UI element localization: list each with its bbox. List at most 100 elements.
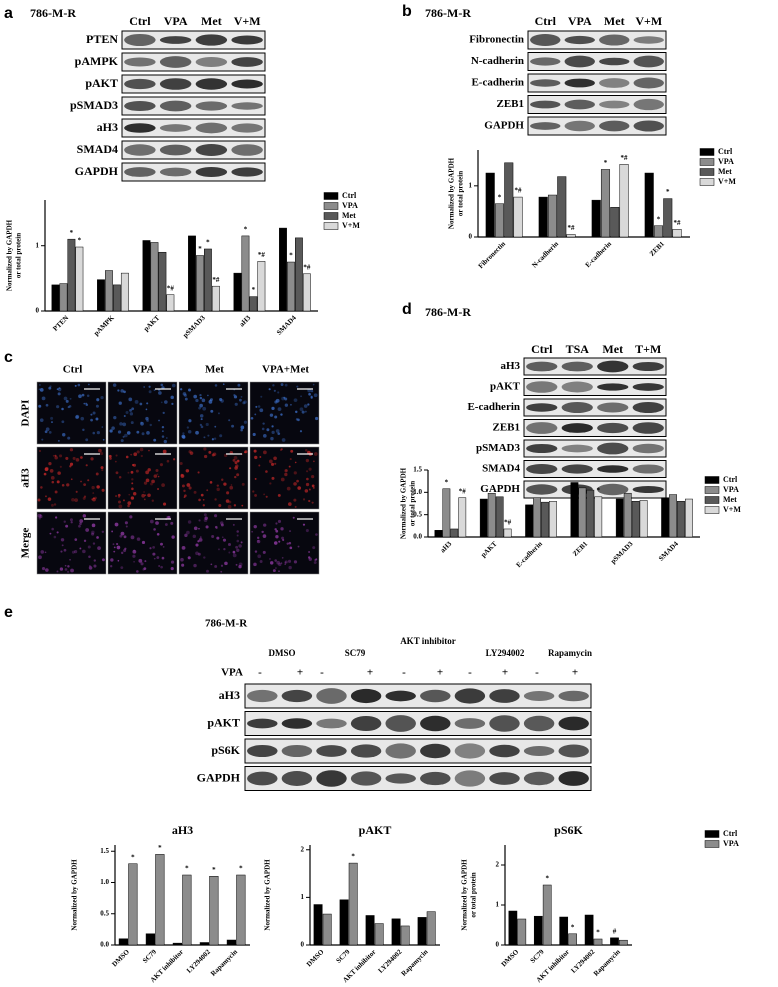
- blot-band: [454, 688, 486, 704]
- legend-label: VPA: [723, 485, 739, 494]
- nucleus: [202, 406, 207, 411]
- significance: *: [78, 237, 82, 245]
- nucleus: [56, 388, 59, 391]
- blot-band: [159, 124, 192, 132]
- nucleus: [54, 490, 58, 494]
- nucleus: [61, 420, 65, 424]
- blot-band: [633, 77, 664, 89]
- blot-band: [632, 443, 664, 454]
- nucleus: [136, 450, 140, 454]
- nucleus: [114, 460, 117, 463]
- nucleus: [315, 416, 319, 421]
- blot-band: [632, 361, 664, 372]
- nucleus: [257, 405, 261, 408]
- nucleus: [69, 558, 71, 561]
- x-tick-label: SMAD4: [657, 540, 680, 563]
- nucleus: [45, 568, 49, 572]
- nucleus: [186, 483, 191, 487]
- significance: *#: [303, 263, 311, 271]
- nucleus: [101, 488, 105, 492]
- nucleus: [252, 490, 255, 493]
- nucleus: [116, 542, 119, 546]
- label: DMSO: [269, 648, 296, 658]
- nucleus: [127, 504, 130, 508]
- blot-band: [633, 36, 664, 44]
- nucleus: [272, 384, 275, 387]
- label: 786-M-R: [205, 618, 248, 630]
- nucleus: [131, 463, 135, 467]
- nucleus: [88, 555, 91, 558]
- bar: [51, 284, 60, 312]
- nucleus: [118, 401, 122, 405]
- label: c: [4, 349, 13, 366]
- bar: [67, 238, 76, 312]
- nucleus: [274, 415, 278, 419]
- nucleus: [112, 383, 117, 387]
- nucleus: [282, 538, 285, 542]
- nucleus: [156, 532, 160, 536]
- nucleus: [260, 395, 263, 398]
- bar: [118, 938, 128, 946]
- nucleus: [297, 486, 302, 490]
- y-axis-label: Normalized by GAPDH: [264, 859, 272, 931]
- nucleus: [229, 467, 232, 470]
- nucleus: [272, 569, 276, 573]
- blot-band: [489, 744, 520, 758]
- nucleus: [258, 464, 261, 467]
- nucleus: [88, 383, 90, 386]
- significance: *: [212, 866, 216, 874]
- nucleus: [214, 564, 218, 568]
- nucleus: [170, 567, 174, 571]
- bar: [538, 196, 548, 238]
- blot-strip: [527, 30, 667, 50]
- nucleus: [156, 556, 160, 559]
- label: E-cadherin: [471, 77, 524, 89]
- nucleus: [120, 439, 124, 443]
- significance: *: [289, 252, 293, 260]
- nucleus: [92, 542, 96, 545]
- nucleus: [208, 450, 212, 454]
- blot-band: [385, 743, 416, 759]
- nucleus: [125, 455, 129, 459]
- nucleus: [117, 559, 120, 562]
- nucleus: [65, 524, 69, 528]
- nucleus: [87, 545, 91, 549]
- nucleus: [57, 471, 61, 475]
- bar: [610, 207, 620, 238]
- nucleus: [97, 546, 101, 551]
- nucleus: [195, 543, 199, 547]
- blot-band: [159, 78, 192, 90]
- nucleus: [207, 394, 209, 397]
- label: T+M: [635, 342, 661, 356]
- label: N-cadherin: [471, 55, 524, 67]
- micrograph: [178, 446, 249, 510]
- bar: [313, 904, 323, 946]
- blot-band: [350, 744, 382, 758]
- nucleus: [220, 523, 224, 527]
- nucleus: [281, 536, 284, 540]
- nucleus: [111, 530, 114, 533]
- nucleus: [205, 525, 209, 529]
- nucleus: [222, 383, 225, 386]
- label: aH3: [97, 120, 118, 134]
- bar: [672, 229, 682, 238]
- significance: *#: [212, 276, 220, 284]
- blot-band: [530, 79, 561, 87]
- nucleus: [223, 547, 226, 551]
- nucleus: [52, 454, 55, 457]
- label: -: [258, 667, 262, 679]
- nucleus: [232, 458, 236, 462]
- nucleus: [47, 497, 52, 501]
- bar: [677, 501, 685, 538]
- nucleus: [96, 431, 100, 435]
- bar: [365, 915, 375, 946]
- nucleus: [92, 431, 96, 435]
- blot-band: [385, 773, 416, 784]
- nucleus: [166, 459, 170, 463]
- bar: [97, 279, 105, 312]
- blot-band: [632, 383, 664, 391]
- nucleus: [308, 467, 312, 471]
- nucleus: [195, 398, 199, 403]
- nucleus: [39, 418, 44, 423]
- nucleus: [90, 418, 93, 422]
